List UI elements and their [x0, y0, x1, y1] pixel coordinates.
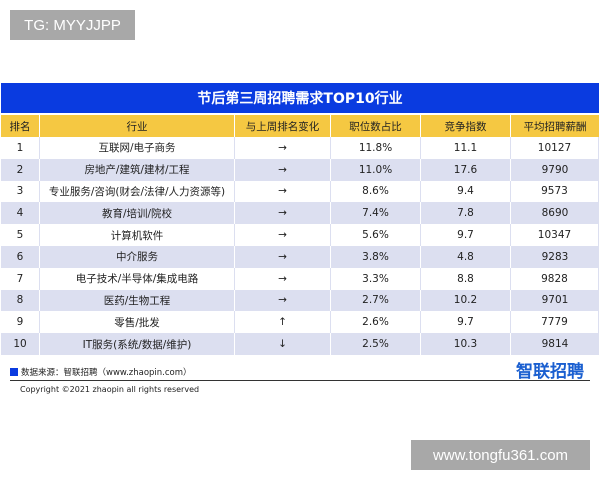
copyright: Copyright ©2021 zhaopin all rights reser… — [20, 385, 200, 394]
cell-rank: 3 — [1, 180, 40, 203]
cell-rank: 1 — [1, 137, 40, 159]
cell-avg-salary: 7779 — [511, 311, 599, 334]
cell-rank: 5 — [1, 224, 40, 246]
cell-industry: 零售/批发 — [40, 311, 235, 334]
cell-industry: 教育/培训/院校 — [40, 202, 235, 225]
cell-industry: 专业服务/咨询(财会/法律/人力资源等) — [40, 180, 235, 203]
cell-competition-index: 4.8 — [421, 245, 511, 268]
cell-competition-index: 8.8 — [421, 267, 511, 290]
header-competition-index: 竞争指数 — [421, 115, 511, 137]
cell-competition-index: 7.8 — [421, 202, 511, 225]
cell-job-share: 2.6% — [331, 311, 421, 334]
cell-rank: 10 — [1, 333, 40, 355]
table-row: 8 医药/生物工程 → 2.7% 10.2 9701 — [1, 289, 599, 312]
cell-rank-change: ↑ — [235, 311, 331, 334]
header-rank: 排名 — [1, 115, 40, 137]
cell-rank-change: → — [235, 180, 331, 203]
cell-avg-salary: 10127 — [511, 137, 599, 159]
cell-competition-index: 10.3 — [421, 333, 511, 355]
cell-industry: IT服务(系统/数据/维护) — [40, 333, 235, 355]
watermark-bottom: www.tongfu361.com — [411, 440, 590, 470]
cell-rank: 7 — [1, 267, 40, 290]
cell-industry: 电子技术/半导体/集成电路 — [40, 267, 235, 290]
cell-avg-salary: 9283 — [541, 250, 569, 263]
footer-divider — [10, 380, 590, 381]
cell-rank: 2 — [1, 158, 40, 181]
cell-rank-change: → — [235, 202, 331, 225]
cell-competition-index: 9.7 — [421, 311, 511, 334]
table-header: 排名 行业 与上周排名变化 职位数占比 竞争指数 平均招聘薪酬 — [1, 115, 599, 137]
cell-rank-change: → — [235, 137, 331, 159]
table-row: 7 电子技术/半导体/集成电路 → 3.3% 8.8 9828 — [1, 267, 599, 290]
table-row: 9 零售/批发 ↑ 2.6% 9.7 7779 — [1, 311, 599, 334]
brand-logo: 智联招聘 — [516, 362, 584, 382]
cell-job-share: 3.8% — [331, 245, 421, 268]
cell-industry: 互联网/电子商务 — [40, 137, 235, 159]
cell-job-share: 11.0% — [331, 158, 421, 181]
cell-competition-index: 9.7 — [421, 224, 511, 246]
table-row: 5 计算机软件 → 5.6% 9.7 10347 — [1, 224, 599, 246]
cell-job-share: 2.7% — [331, 289, 421, 312]
cell-rank-change: → — [235, 224, 331, 246]
header-job-share: 职位数占比 — [331, 115, 421, 137]
cell-avg-salary: 8690 — [541, 207, 569, 220]
cell-rank-change: → — [235, 158, 331, 181]
cell-job-share: 7.4% — [331, 202, 421, 225]
cell-rank: 6 — [1, 245, 40, 268]
cell-industry: 房地产/建筑/建材/工程 — [40, 158, 235, 181]
cell-avg-salary: 9814 — [541, 338, 569, 351]
table-row: 10 IT服务(系统/数据/维护) ↓ 2.5% 10.3 9814 — [1, 333, 599, 355]
cell-industry: 计算机软件 — [40, 224, 235, 246]
cell-job-share: 3.3% — [331, 267, 421, 290]
table-title: 节后第三周招聘需求TOP10行业 — [1, 83, 599, 115]
table-row: 2 房地产/建筑/建材/工程 → 11.0% 17.6 9790 — [1, 158, 599, 181]
cell-job-share: 2.5% — [331, 333, 421, 355]
header-industry: 行业 — [40, 115, 235, 137]
cell-avg-salary: 9701 — [541, 294, 569, 307]
table-row: 3 专业服务/咨询(财会/法律/人力资源等) → 8.6% 9.4 9573 — [1, 180, 599, 203]
source-marker-icon — [10, 368, 18, 376]
cell-avg-salary: 10347 — [511, 224, 599, 246]
top10-industry-table: 节后第三周招聘需求TOP10行业 排名 行业 与上周排名变化 职位数占比 竞争指… — [1, 83, 599, 355]
cell-competition-index: 17.6 — [421, 158, 511, 181]
cell-rank: 8 — [1, 289, 40, 312]
header-avg-salary: 平均招聘薪酬 — [523, 120, 587, 133]
header-rank-change: 与上周排名变化 — [235, 115, 331, 137]
cell-industry: 中介服务 — [40, 245, 235, 268]
cell-industry: 医药/生物工程 — [40, 289, 235, 312]
table-row: 1 互联网/电子商务 → 11.8% 11.1 10127 — [1, 137, 599, 159]
watermark-top: TG: MYYJJPP — [10, 10, 135, 40]
cell-rank: 9 — [1, 311, 40, 334]
cell-rank: 4 — [1, 202, 40, 225]
cell-rank-change: → — [235, 245, 331, 268]
cell-job-share: 8.6% — [331, 180, 421, 203]
cell-competition-index: 10.2 — [421, 289, 511, 312]
cell-rank-change: ↓ — [235, 333, 331, 355]
cell-job-share: 11.8% — [331, 137, 421, 159]
source-text: 数据来源：智联招聘（www.zhaopin.com） — [21, 368, 192, 378]
cell-job-share: 5.6% — [331, 224, 421, 246]
table-row: 4 教育/培训/院校 → 7.4% 7.8 8690 — [1, 202, 599, 225]
cell-rank-change: → — [235, 289, 331, 312]
cell-competition-index: 11.1 — [421, 137, 511, 159]
cell-competition-index: 9.4 — [421, 180, 511, 203]
cell-rank-change: → — [235, 267, 331, 290]
data-source: 数据来源：智联招聘（www.zhaopin.com） — [10, 366, 192, 378]
cell-avg-salary: 9573 — [511, 180, 599, 203]
cell-avg-salary: 9828 — [511, 267, 599, 290]
cell-avg-salary: 9790 — [541, 163, 569, 176]
table-row: 6 中介服务 → 3.8% 4.8 9283 — [1, 245, 599, 268]
